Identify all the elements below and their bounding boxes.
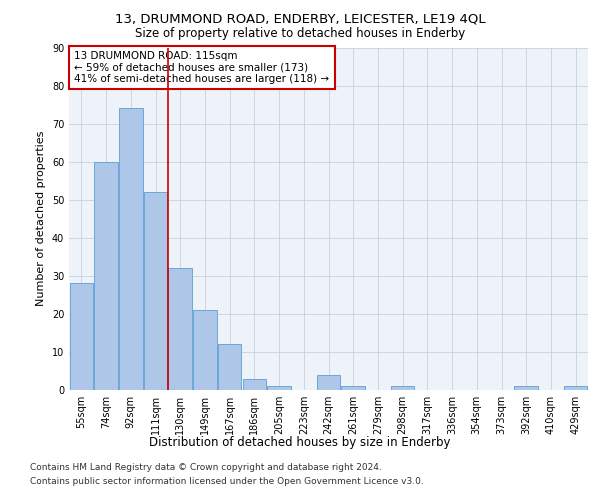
Bar — [391, 386, 415, 390]
Y-axis label: Number of detached properties: Number of detached properties — [36, 131, 46, 306]
Text: Distribution of detached houses by size in Enderby: Distribution of detached houses by size … — [149, 436, 451, 449]
Bar — [144, 192, 167, 390]
Text: 13, DRUMMOND ROAD, ENDERBY, LEICESTER, LE19 4QL: 13, DRUMMOND ROAD, ENDERBY, LEICESTER, L… — [115, 12, 485, 26]
Bar — [218, 344, 241, 390]
Bar — [193, 310, 217, 390]
Bar — [564, 386, 587, 390]
Bar — [317, 375, 340, 390]
Bar — [242, 378, 266, 390]
Text: Contains HM Land Registry data © Crown copyright and database right 2024.: Contains HM Land Registry data © Crown c… — [30, 464, 382, 472]
Bar — [268, 386, 291, 390]
Text: Contains public sector information licensed under the Open Government Licence v3: Contains public sector information licen… — [30, 477, 424, 486]
Bar — [70, 284, 93, 390]
Bar — [94, 162, 118, 390]
Bar — [341, 386, 365, 390]
Text: 13 DRUMMOND ROAD: 115sqm
← 59% of detached houses are smaller (173)
41% of semi-: 13 DRUMMOND ROAD: 115sqm ← 59% of detach… — [74, 51, 329, 84]
Bar — [514, 386, 538, 390]
Bar — [119, 108, 143, 390]
Bar — [169, 268, 192, 390]
Text: Size of property relative to detached houses in Enderby: Size of property relative to detached ho… — [135, 28, 465, 40]
